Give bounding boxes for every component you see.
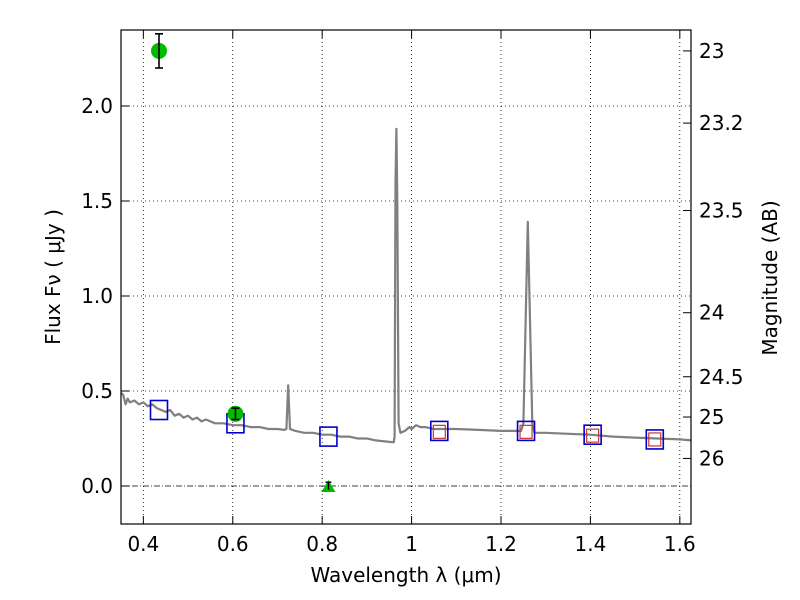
y2-tick-label: 24.5 (699, 365, 744, 389)
y2-axis-title: Magnitude (AB) (758, 200, 782, 355)
x-tick-label: 1.2 (485, 532, 517, 556)
x-tick-label: 0.6 (217, 532, 249, 556)
x-tick-label: 0.8 (306, 532, 338, 556)
y2-tick-label: 23.2 (699, 111, 744, 135)
y-tick-label: 0.0 (81, 474, 113, 498)
observed-square (432, 424, 446, 439)
y-tick-label: 0.5 (81, 379, 113, 403)
y2-tick-label: 23 (699, 39, 724, 63)
x-tick-label: 1.6 (664, 532, 696, 556)
observed-square (519, 424, 533, 439)
observed-squares (432, 424, 662, 447)
observed-square (648, 432, 662, 447)
model-photometry-square (430, 420, 449, 442)
tick-marks (121, 30, 691, 524)
x-tick-label: 0.4 (127, 532, 159, 556)
model-photometry-square (645, 429, 665, 450)
observed-square (586, 428, 600, 443)
y2-tick-label: 25 (699, 405, 724, 429)
plot-frame (120, 29, 692, 525)
y-axis-title: Flux Fν ( μJy ) (41, 209, 65, 345)
model-photometry (149, 399, 665, 450)
plot-axes (120, 29, 692, 525)
y-tick-label: 1.5 (81, 189, 113, 213)
y-tick-label: 2.0 (81, 94, 113, 118)
x-tick-label: 1.4 (575, 532, 607, 556)
tick-labels: 0.4 0.6 0.8 1 1.2 1.4 1.6 0.0 0.5 1.0 1.5 2.0 23 23.2… (81, 39, 743, 556)
y2-tick-label: 24 (699, 301, 724, 325)
observed-photometry (151, 32, 244, 422)
upper-limits (321, 480, 336, 492)
model-photometry-square (516, 420, 536, 442)
y2-tick-label: 26 (699, 446, 724, 470)
model-photometry-square (319, 426, 338, 447)
x-axis-title: Wavelength λ (μm) (310, 563, 501, 587)
y2-tick-label: 23.5 (699, 199, 744, 223)
model-photometry-square (149, 399, 169, 421)
y-tick-label: 1.0 (81, 284, 113, 308)
model-photometry-square (583, 424, 602, 446)
grid-lines (121, 30, 691, 524)
x-tick-label: 1 (405, 532, 418, 556)
